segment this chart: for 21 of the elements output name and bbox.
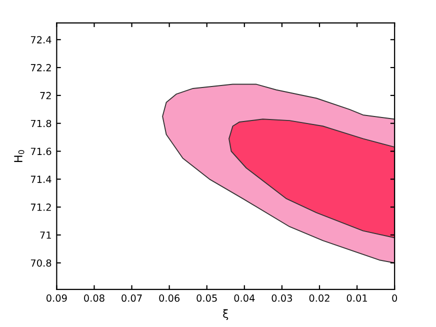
x-tick-label: 0.04 — [234, 294, 255, 302]
y-tick-label: 71 — [40, 232, 51, 239]
y-tick-label: 70.8 — [30, 259, 52, 267]
x-tick-label: 0.02 — [309, 294, 330, 302]
y-tick-label: 71.6 — [30, 148, 52, 156]
y-tick-label: 72.4 — [30, 36, 52, 44]
y-tick-label: 72.2 — [30, 64, 51, 72]
x-tick-label: 0 — [392, 294, 398, 302]
x-tick-label: 0.03 — [272, 294, 292, 302]
x-tick-label: 0.07 — [122, 294, 142, 302]
x-axis-title: ξ — [223, 309, 228, 320]
x-tick-label: 0.06 — [159, 294, 180, 302]
y-tick-label: 71.8 — [30, 120, 52, 128]
y-tick-label: 71.2 — [30, 204, 51, 211]
y-axis-title: H$_{0}$ — [14, 150, 24, 162]
y-tick-label: 71.4 — [30, 176, 52, 183]
x-tick-label: 0.01 — [346, 294, 367, 302]
x-tick-label: 0.08 — [84, 294, 104, 302]
y-tick-label: 72 — [40, 92, 51, 100]
x-tick-label: 0.09 — [46, 294, 67, 302]
x-tick-label: 0.05 — [196, 294, 217, 302]
